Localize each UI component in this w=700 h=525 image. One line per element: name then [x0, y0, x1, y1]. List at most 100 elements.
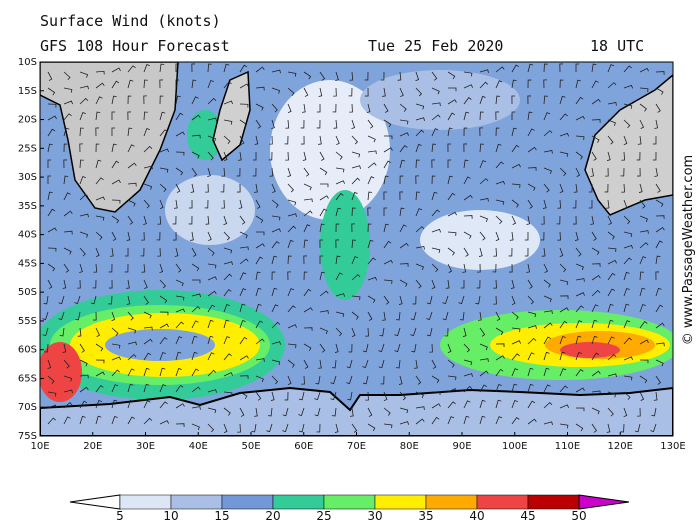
wind-barb: [205, 183, 209, 193]
wind-barb: [47, 175, 52, 185]
lat-label: 10S: [18, 57, 37, 68]
wind-barb: [159, 336, 168, 345]
wind-barb: [108, 263, 113, 273]
wind-barb: [655, 240, 663, 249]
wind-barb: [223, 231, 231, 241]
wind-barb: [316, 119, 321, 129]
wind-barb: [447, 99, 457, 105]
wind-barb: [362, 375, 369, 385]
wind-barb: [95, 371, 105, 377]
wind-barb: [269, 167, 274, 177]
wind-barb: [511, 399, 518, 409]
wind-barb: [367, 162, 377, 169]
wind-barb: [111, 95, 117, 105]
wind-barb: [543, 95, 548, 105]
wind-barb: [335, 327, 343, 337]
wind-barb: [399, 224, 407, 233]
wind-barb: [378, 359, 385, 369]
wind-barb: [575, 292, 585, 297]
wind-barb: [303, 343, 312, 352]
wind-barb: [282, 423, 289, 433]
wind-barb: [95, 127, 100, 137]
wind-barb: [191, 114, 201, 121]
wind-barb: [623, 391, 631, 400]
wind-barb: [287, 71, 297, 77]
wind-barb: [95, 177, 104, 185]
wind-barb: [447, 375, 457, 381]
wind-barb: [639, 87, 649, 92]
wind-barb: [156, 231, 161, 241]
wind-barb: [255, 231, 265, 236]
wind-barb: [47, 128, 56, 137]
wind-barb: [463, 343, 471, 353]
wind-barb: [62, 279, 67, 289]
title: Surface Wind (knots): [40, 12, 221, 30]
wind-barb: [333, 87, 337, 97]
wind-barb: [572, 199, 577, 209]
wind-barb: [143, 63, 150, 73]
wind-barb: [526, 263, 530, 273]
wind-barb: [367, 223, 372, 233]
wind-barb: [655, 87, 664, 95]
wind-barb: [556, 215, 561, 225]
wind-barb: [575, 63, 580, 73]
wind-barb: [623, 287, 630, 297]
wind-barb: [607, 373, 617, 378]
wind-barb: [346, 375, 353, 385]
wind-barb: [591, 135, 600, 143]
wind-barb: [207, 79, 214, 89]
wind-barb: [367, 239, 374, 249]
wind-barb: [143, 215, 147, 225]
wind-barb: [347, 391, 353, 401]
wind-barb: [349, 71, 354, 81]
wind-barb: [63, 100, 73, 105]
wind-barb: [287, 271, 291, 281]
wind-barb: [239, 391, 248, 400]
wind-barb: [351, 327, 356, 337]
wind-barb: [63, 389, 73, 394]
wind-barb: [559, 368, 567, 377]
wind-barb: [651, 407, 657, 417]
wind-barb: [479, 95, 486, 105]
wind-barb: [287, 375, 292, 385]
date: Tue 25 Feb 2020: [368, 37, 503, 55]
wind-barb: [415, 71, 420, 81]
wind-barb: [348, 343, 353, 353]
wind-barb: [479, 69, 489, 73]
wind-barb: [271, 87, 281, 94]
wind-barb: [111, 215, 120, 224]
wind-barb: [111, 199, 121, 204]
wind-barb: [207, 167, 211, 177]
wind-barb: [223, 247, 233, 254]
wind-barb: [654, 119, 659, 129]
colorbar-label: 5: [116, 509, 124, 523]
wind-barb: [444, 327, 449, 337]
wind-barb: [223, 119, 233, 125]
wind-barb: [47, 87, 56, 96]
wind-barb: [298, 423, 305, 433]
colorbar-low: [69, 494, 121, 510]
wind-barb: [127, 144, 135, 153]
wind-barb: [463, 385, 473, 393]
wind-barb: [238, 199, 243, 209]
wind-barb: [75, 311, 81, 321]
wind-barb: [382, 87, 386, 97]
wind-barb: [143, 326, 153, 331]
wind-barb: [79, 247, 86, 257]
wind-barb: [383, 207, 388, 217]
wind-barb: [655, 271, 660, 281]
wind-barb: [591, 289, 601, 297]
wind-barb: [111, 179, 121, 185]
wind-barb: [207, 423, 215, 433]
wind-barb: [431, 87, 440, 95]
wind-barb: [223, 135, 231, 144]
wind-barb: [379, 327, 385, 337]
wind-barb: [431, 359, 437, 369]
wind-barb: [95, 96, 103, 105]
wind-barb: [410, 311, 417, 321]
wind-barb: [638, 183, 643, 193]
wind-barb: [527, 295, 535, 305]
wind-barb: [143, 295, 149, 305]
wind-barb: [303, 167, 310, 177]
wind-barb: [639, 339, 649, 345]
